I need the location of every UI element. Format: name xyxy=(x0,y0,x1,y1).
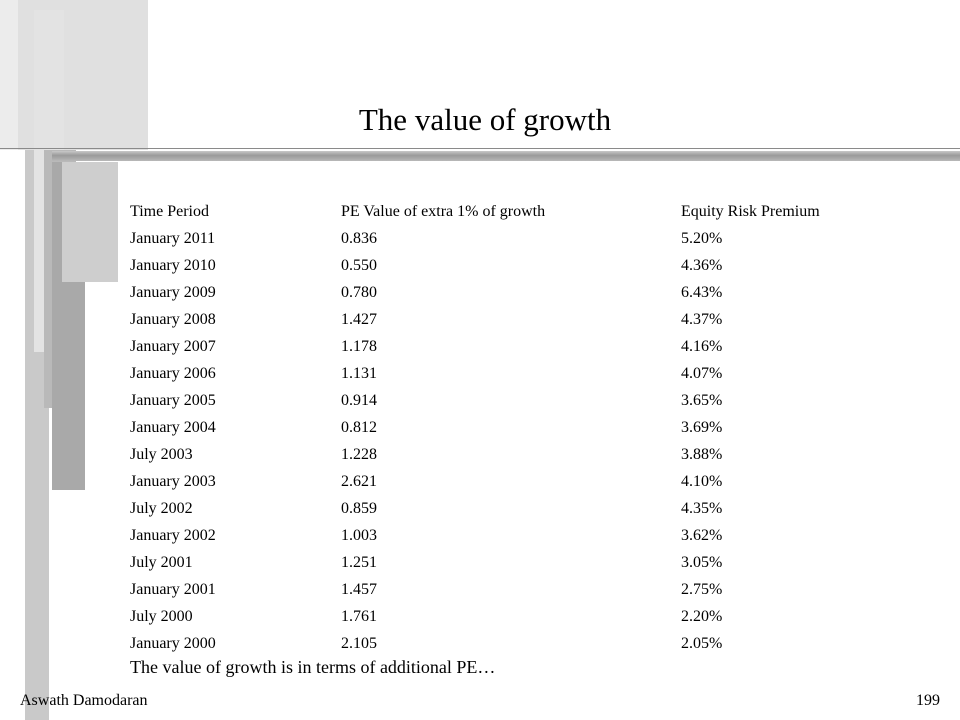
cell-equity-risk-premium: 4.35% xyxy=(681,500,723,517)
cell-pe-value: 2.621 xyxy=(341,473,377,490)
cell-time-period: July 2003 xyxy=(130,446,193,463)
page-number: 199 xyxy=(916,692,940,709)
cell-equity-risk-premium: 3.05% xyxy=(681,554,723,571)
cell-equity-risk-premium: 4.16% xyxy=(681,338,723,355)
cell-time-period: January 2000 xyxy=(130,635,216,652)
cell-equity-risk-premium: 3.65% xyxy=(681,392,723,409)
cell-equity-risk-premium: 4.10% xyxy=(681,473,723,490)
growth-note: The value of growth is in terms of addit… xyxy=(130,657,496,677)
decor-bar-box xyxy=(62,162,118,282)
header-equity-risk-premium: Equity Risk Premium xyxy=(681,203,820,220)
cell-equity-risk-premium: 2.75% xyxy=(681,581,723,598)
cell-time-period: January 2010 xyxy=(130,257,216,274)
header-pe-value: PE Value of extra 1% of growth xyxy=(341,203,546,220)
cell-time-period: January 2001 xyxy=(130,581,216,598)
cell-time-period: January 2005 xyxy=(130,392,216,409)
cell-time-period: January 2008 xyxy=(130,311,216,328)
cell-pe-value: 1.228 xyxy=(341,446,377,463)
cell-equity-risk-premium: 3.88% xyxy=(681,446,723,463)
footer-author: Aswath Damodaran xyxy=(20,692,148,709)
title-rule-thin xyxy=(0,148,960,149)
cell-pe-value: 0.780 xyxy=(341,284,377,301)
cell-equity-risk-premium: 2.05% xyxy=(681,635,723,652)
cell-time-period: January 2011 xyxy=(130,230,216,247)
cell-pe-value: 1.131 xyxy=(341,365,377,382)
cell-pe-value: 0.914 xyxy=(341,392,377,409)
cell-time-period: January 2006 xyxy=(130,365,216,382)
page-title: The value of growth xyxy=(358,102,612,137)
cell-pe-value: 1.457 xyxy=(341,581,377,598)
header-time-period: Time Period xyxy=(130,203,209,220)
cell-pe-value: 0.836 xyxy=(341,230,377,247)
cell-equity-risk-premium: 5.20% xyxy=(681,230,723,247)
cell-pe-value: 1.178 xyxy=(341,338,377,355)
title-rule-bar xyxy=(52,151,960,161)
cell-time-period: July 2000 xyxy=(130,608,193,625)
cell-equity-risk-premium: 4.37% xyxy=(681,311,723,328)
cell-time-period: January 2009 xyxy=(130,284,216,301)
cell-time-period: July 2002 xyxy=(130,500,193,517)
cell-equity-risk-premium: 2.20% xyxy=(681,608,723,625)
cell-time-period: January 2004 xyxy=(130,419,216,436)
cell-time-period: January 2002 xyxy=(130,527,216,544)
cell-pe-value: 1.003 xyxy=(341,527,377,544)
cell-pe-value: 0.812 xyxy=(341,419,377,436)
cell-equity-risk-premium: 6.43% xyxy=(681,284,723,301)
cell-pe-value: 1.761 xyxy=(341,608,377,625)
cell-pe-value: 0.550 xyxy=(341,257,377,274)
cell-equity-risk-premium: 4.36% xyxy=(681,257,723,274)
cell-time-period: July 2001 xyxy=(130,554,193,571)
cell-pe-value: 0.859 xyxy=(341,500,377,517)
cell-pe-value: 1.251 xyxy=(341,554,377,571)
cell-time-period: January 2007 xyxy=(130,338,216,355)
cell-equity-risk-premium: 4.07% xyxy=(681,365,723,382)
cell-time-period: January 2003 xyxy=(130,473,216,490)
cell-equity-risk-premium: 3.62% xyxy=(681,527,723,544)
cell-pe-value: 2.105 xyxy=(341,635,377,652)
cell-pe-value: 1.427 xyxy=(341,311,377,328)
cell-equity-risk-premium: 3.69% xyxy=(681,419,723,436)
